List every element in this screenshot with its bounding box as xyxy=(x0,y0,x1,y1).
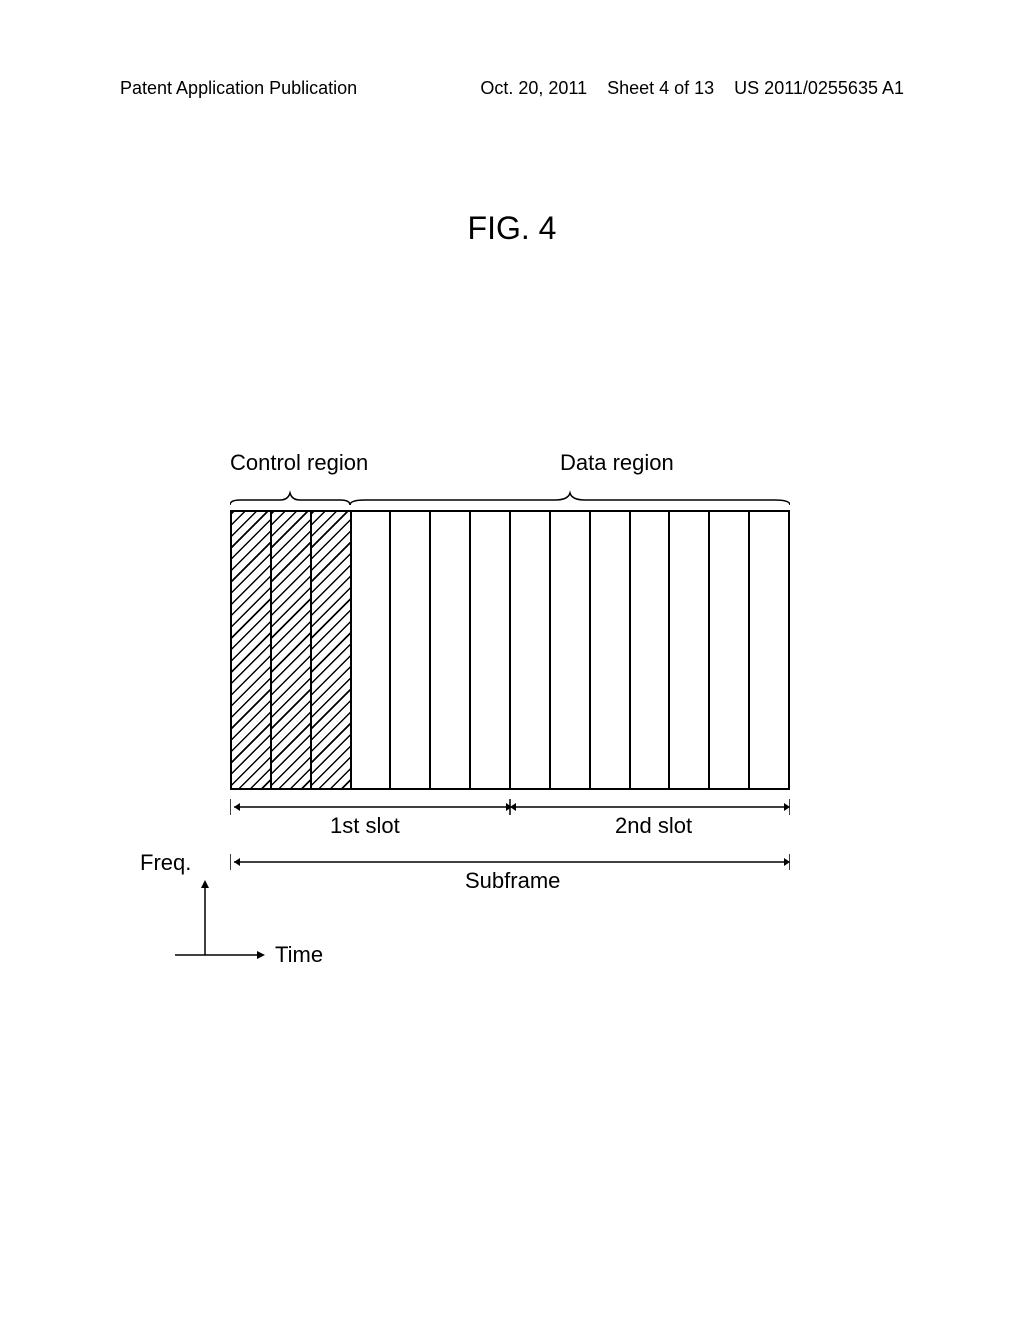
data-symbol xyxy=(431,512,471,788)
resource-grid xyxy=(230,510,790,790)
arrowhead-left-icon xyxy=(234,803,240,811)
control-symbol xyxy=(312,512,352,788)
arrowhead-left-icon xyxy=(510,803,516,811)
arrowhead-right-icon xyxy=(784,803,790,811)
control-symbol xyxy=(232,512,272,788)
control-symbol xyxy=(272,512,312,788)
data-symbol xyxy=(750,512,788,788)
first-slot-label: 1st slot xyxy=(330,813,400,839)
subframe-diagram: Control region Data region xyxy=(230,450,790,880)
axes-svg xyxy=(175,870,375,990)
subframe-label: Subframe xyxy=(465,868,560,894)
publication-label: Patent Application Publication xyxy=(120,78,357,99)
data-symbol xyxy=(670,512,710,788)
arrowhead-left-icon xyxy=(234,858,240,866)
second-slot-label: 2nd slot xyxy=(615,813,692,839)
data-symbol xyxy=(710,512,750,788)
page-header: Patent Application Publication Oct. 20, … xyxy=(0,78,1024,99)
data-symbol xyxy=(352,512,392,788)
data-symbol xyxy=(591,512,631,788)
data-brace xyxy=(350,493,790,505)
data-symbol xyxy=(391,512,431,788)
control-region-label: Control region xyxy=(230,450,368,476)
data-symbol xyxy=(511,512,551,788)
arrowhead-up-icon xyxy=(201,880,209,888)
data-region-label: Data region xyxy=(560,450,674,476)
data-symbol xyxy=(471,512,511,788)
figure-title: FIG. 4 xyxy=(468,210,557,247)
publication-number: US 2011/0255635 A1 xyxy=(734,78,904,99)
arrowhead-right-icon xyxy=(257,951,265,959)
header-right-group: Oct. 20, 2011 Sheet 4 of 13 US 2011/0255… xyxy=(480,78,904,99)
region-braces xyxy=(230,490,790,505)
time-axis-label: Time xyxy=(275,942,323,968)
arrowhead-right-icon xyxy=(784,858,790,866)
slot-indicators: 1st slot 2nd slot xyxy=(230,795,790,825)
data-symbol xyxy=(631,512,671,788)
data-symbol xyxy=(551,512,591,788)
publication-date: Oct. 20, 2011 xyxy=(480,78,587,99)
slot-arrows-svg xyxy=(230,795,790,825)
region-labels-row: Control region Data region xyxy=(230,450,790,490)
control-brace xyxy=(230,493,350,505)
sheet-number: Sheet 4 of 13 xyxy=(607,78,714,99)
